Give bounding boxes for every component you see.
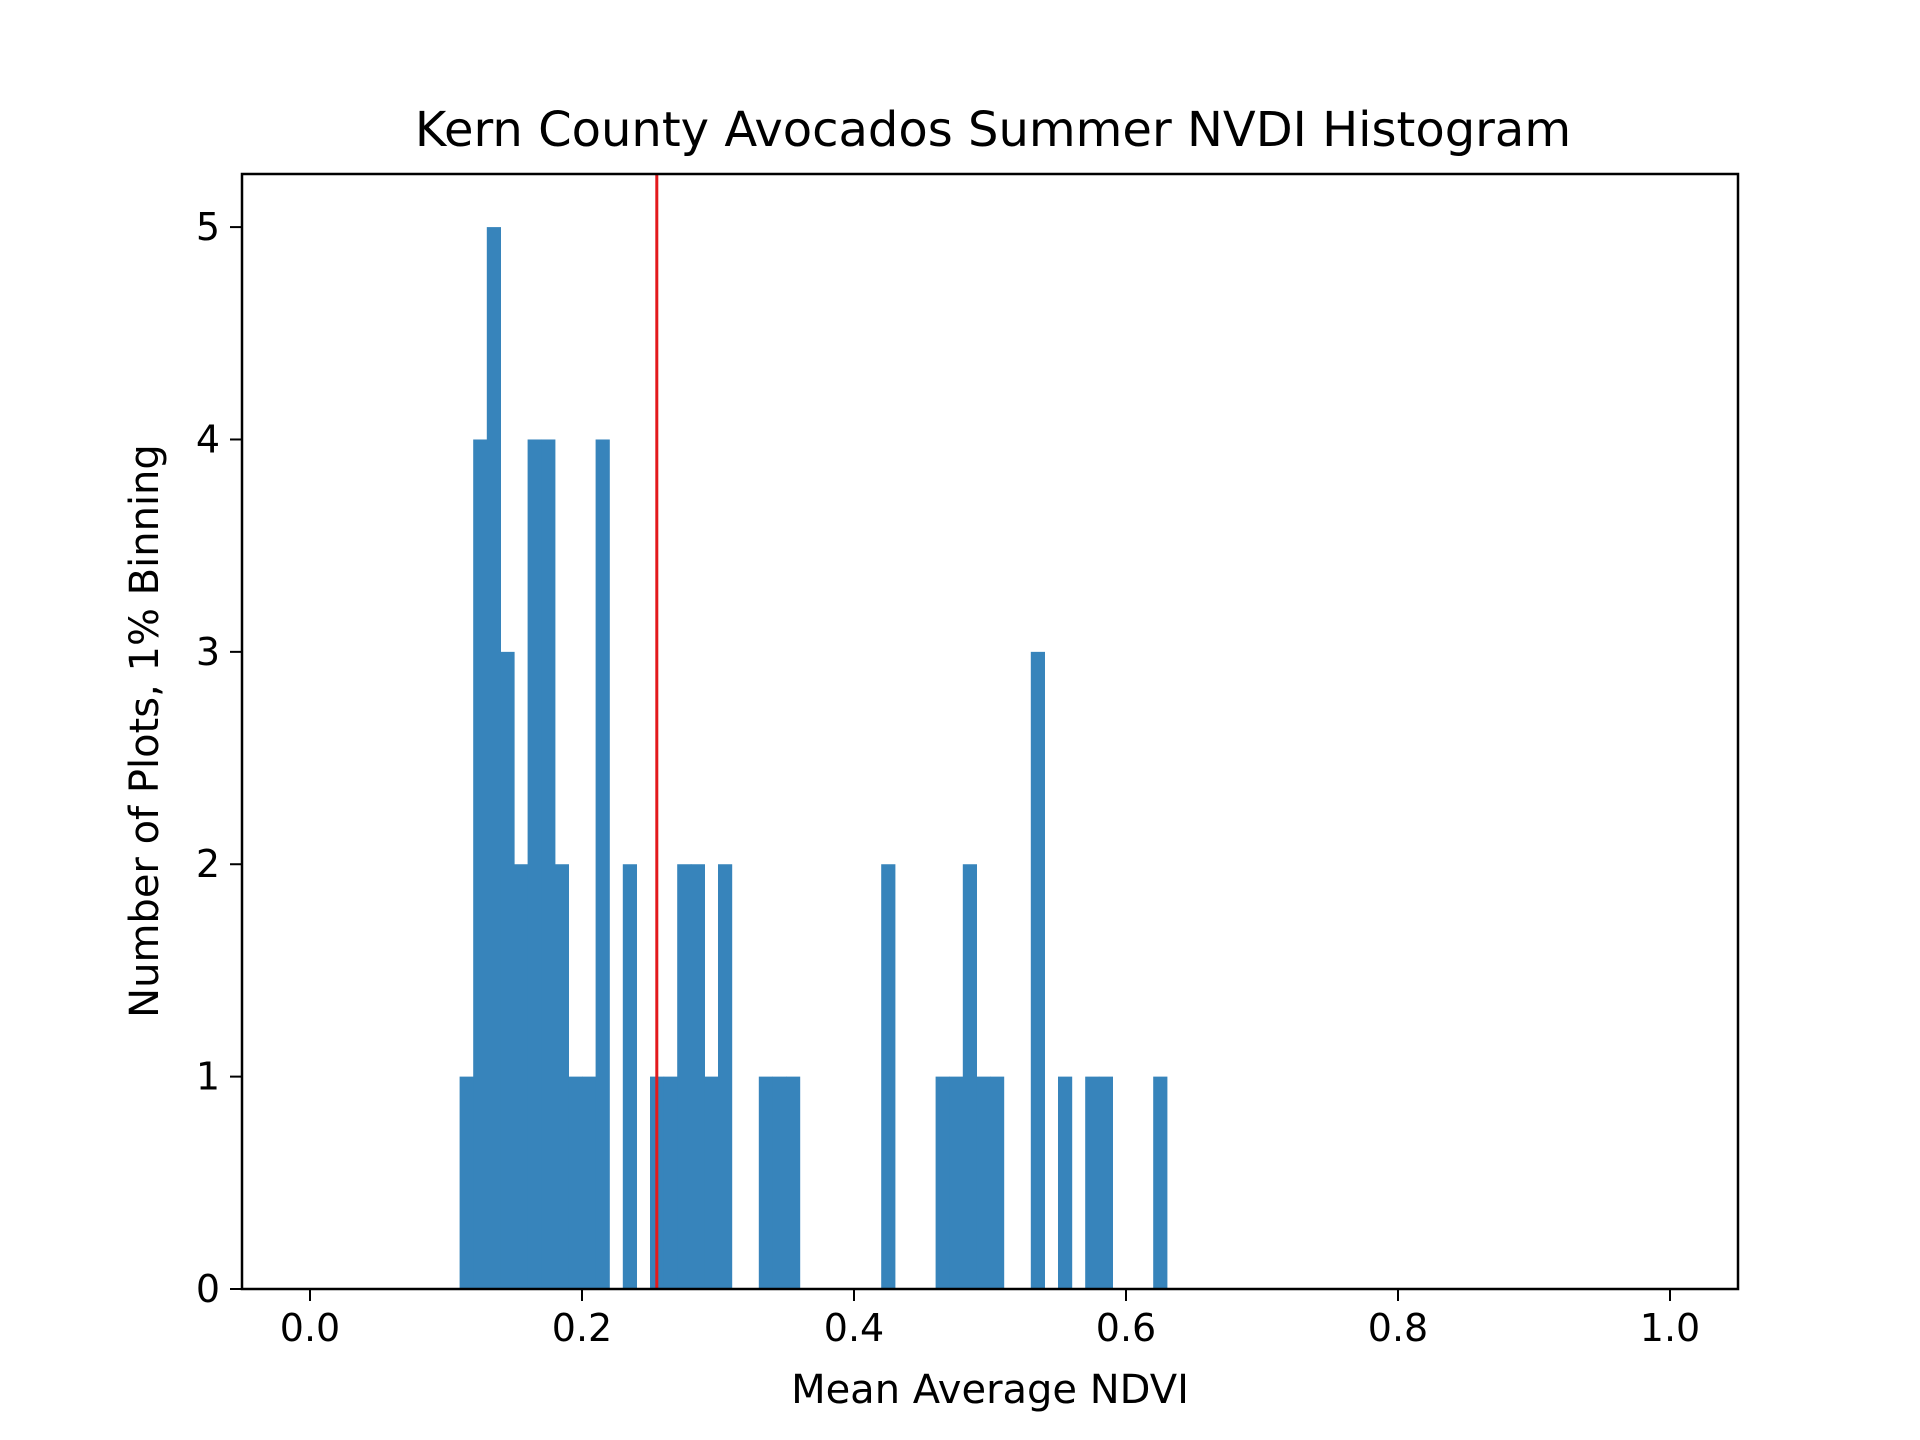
plot-area [240,172,1740,1291]
histogram-bar [690,864,705,1289]
histogram-bar [962,864,977,1289]
histogram-bar [772,1076,787,1289]
histogram-bar [1058,1076,1073,1289]
histogram-bar [704,1076,719,1289]
y-tick-label: 5 [196,205,220,249]
plot-frame [240,172,1740,1291]
histogram-bar [949,1076,964,1289]
x-tick-label: 0.0 [280,1306,340,1350]
y-tick-label: 1 [196,1055,220,1099]
y-tick-label: 0 [196,1267,220,1311]
x-tick-label: 1.0 [1640,1306,1700,1350]
histogram-bar [677,864,692,1289]
histogram-bar [554,864,569,1289]
histogram-bar [881,864,896,1289]
histogram-bar [935,1076,950,1289]
x-tick-label: 0.8 [1368,1306,1428,1350]
histogram-bar [663,1076,678,1289]
histogram-bar [527,439,542,1290]
histogram-bar [486,227,501,1290]
histogram-bar [1098,1076,1113,1289]
histogram-bar [1030,651,1045,1289]
histogram-bar [1153,1076,1168,1289]
x-tick-label: 0.4 [824,1306,884,1350]
histogram-bar [758,1076,773,1289]
histogram-bar [473,439,488,1290]
histogram-bar [976,1076,991,1289]
y-axis-ticks: 0 1 2 3 4 5 [196,205,242,1311]
histogram-bar [595,439,610,1290]
x-tick-label: 0.2 [552,1306,612,1350]
y-tick-label: 2 [196,842,220,886]
y-tick-label: 3 [196,630,220,674]
y-tick-label: 4 [196,417,220,461]
x-axis-ticks: 0.0 0.2 0.4 0.6 0.8 1.0 [280,1289,1700,1350]
x-tick-label: 0.6 [1096,1306,1156,1350]
y-axis-label: Number of Plots, 1% Binning [122,444,168,1018]
chart-title: Kern County Avocados Summer NVDI Histogr… [415,102,1571,158]
histogram-bar [459,1076,474,1289]
x-axis-label: Mean Average NDVI [791,1367,1189,1413]
histogram-bar [514,864,529,1289]
histogram-bar [718,864,733,1289]
histogram-bar [568,1076,583,1289]
bars-group [459,227,1168,1290]
histogram-bar [500,651,515,1289]
histogram-bar [1085,1076,1100,1289]
histogram-bar [990,1076,1005,1289]
histogram-bar [786,1076,801,1289]
histogram-bar [582,1076,597,1289]
histogram-bar [622,864,637,1289]
histogram-bar [541,439,556,1290]
